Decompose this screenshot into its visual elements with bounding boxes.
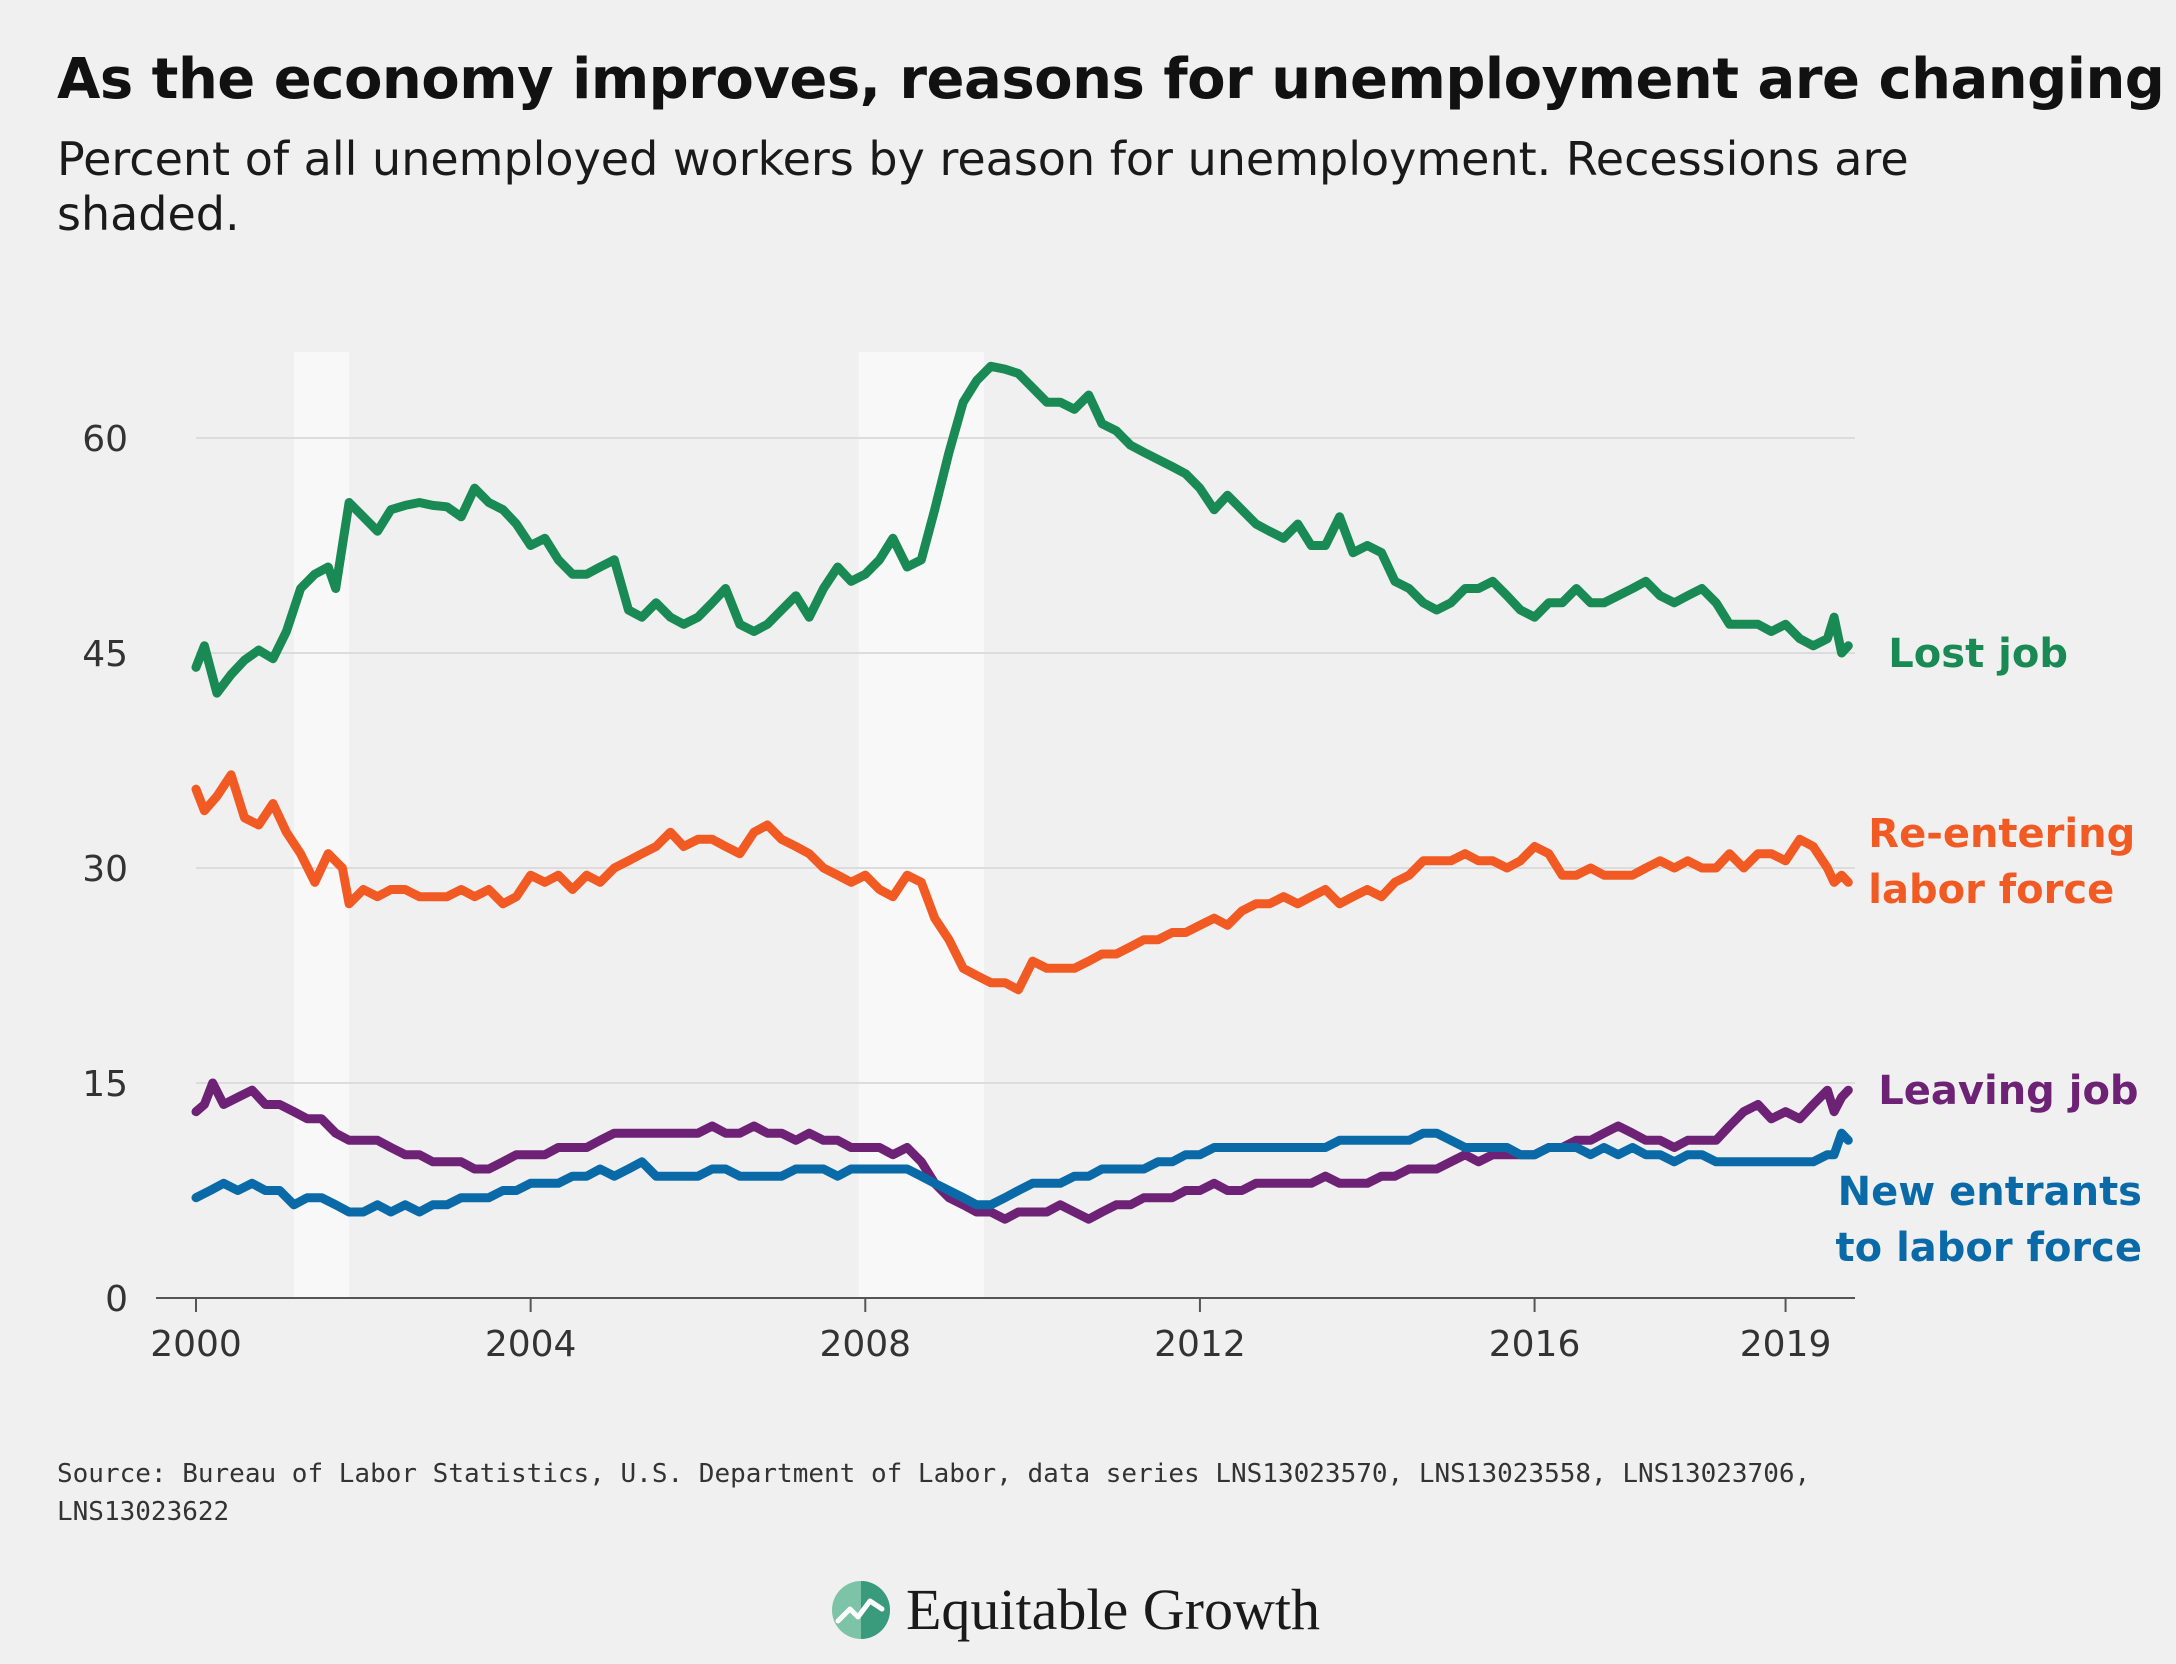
- x-tick-label: 2000: [150, 1324, 242, 1365]
- equitable-growth-icon: [832, 1580, 890, 1639]
- source-note: Source: Bureau of Labor Statistics, U.S.…: [57, 1459, 1811, 1527]
- series-line-2: [191, 770, 1853, 995]
- series-label: Re-entering: [1868, 811, 2135, 857]
- recession-band-1: [293, 352, 350, 1298]
- y-tick-label: 0: [105, 1279, 128, 1320]
- series-label: labor force: [1868, 867, 2114, 913]
- series-label: to labor force: [1836, 1225, 2142, 1271]
- line-chart: 0 15 30 45 60 2000 2004 2008 2012 2016 2019 Lost j…: [82, 352, 2142, 1365]
- series-line-3: [191, 1078, 1853, 1224]
- axes: 0 15 30 45 60 2000 2004 2008 2012 2016 2019: [82, 419, 1855, 1365]
- recession-shading: [293, 352, 985, 1298]
- series-line-1: [191, 361, 1853, 698]
- series-lines: [191, 361, 1853, 1224]
- brand-logo: Equitable Growth: [830, 1576, 1320, 1643]
- series-label: Lost job: [1888, 631, 2068, 677]
- chart-title: As the economy improves, reasons for une…: [57, 47, 2165, 112]
- y-tick-label: 30: [82, 849, 128, 890]
- y-tick-label: 15: [82, 1064, 128, 1105]
- series-labels: Lost job Re-entering labor force Leaving jo…: [1836, 631, 2142, 1271]
- recession-band-2: [858, 352, 985, 1298]
- x-tick-label: 2012: [1154, 1324, 1246, 1365]
- x-tick-label: 2008: [819, 1324, 911, 1365]
- brand-name: Equitable Growth: [906, 1577, 1320, 1642]
- x-tick-label: 2019: [1740, 1324, 1832, 1365]
- gridlines: [196, 437, 1855, 1084]
- y-tick-label: 45: [82, 634, 128, 675]
- series-label: Leaving job: [1878, 1068, 2138, 1114]
- series-line-4: [191, 1128, 1853, 1217]
- y-tick-label: 60: [82, 419, 128, 460]
- x-tick-label: 2016: [1489, 1324, 1581, 1365]
- x-tick-label: 2004: [485, 1324, 577, 1365]
- chart-subtitle: Percent of all unemployed workers by rea…: [57, 132, 1909, 242]
- series-label: New entrants: [1838, 1169, 2142, 1215]
